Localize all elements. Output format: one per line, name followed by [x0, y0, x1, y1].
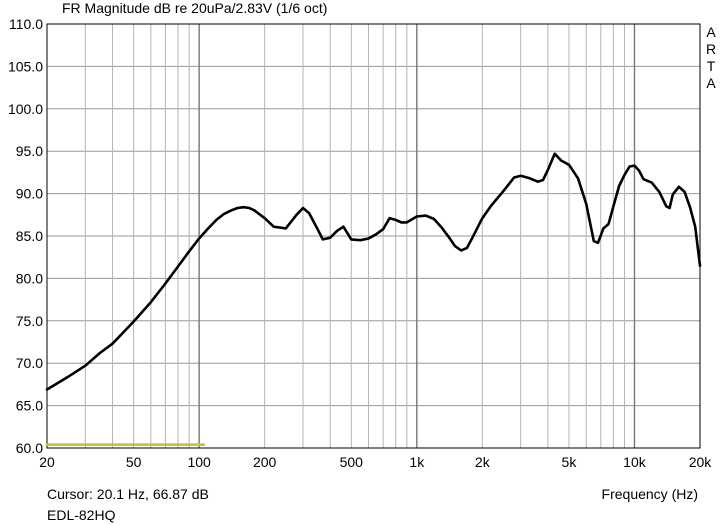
x-tick-label: 20	[39, 454, 55, 470]
cursor-readout: Cursor: 20.1 Hz, 66.87 dB	[47, 486, 209, 502]
x-tick-label: 10k	[623, 454, 647, 470]
y-tick-label: 110.0	[9, 16, 43, 32]
y-axis-ticks: 110.0 105.0 100.0 95.0 90.0 85.0 80.0 75.0 70.0 6…	[8, 16, 43, 456]
x-axis-label: Frequency (Hz)	[601, 486, 698, 502]
x-tick-label: 5k	[562, 454, 578, 470]
x-tick-label: 1k	[409, 454, 425, 470]
y-tick-label: 85.0	[16, 228, 43, 244]
x-tick-label: 500	[340, 454, 364, 470]
grid-lines	[47, 24, 700, 448]
y-tick-label: 65.0	[16, 398, 43, 414]
y-tick-label: 95.0	[16, 143, 43, 159]
y-tick-label: 60.0	[16, 440, 43, 456]
chart-title: FR Magnitude dB re 20uPa/2.83V (1/6 oct)	[62, 0, 328, 16]
y-tick-label: 90.0	[16, 186, 43, 202]
x-tick-label: 20k	[689, 454, 713, 470]
arta-letter: R	[705, 41, 717, 57]
frequency-response-line	[45, 152, 702, 391]
arta-watermark: A R T A	[704, 24, 718, 92]
arta-letter: A	[706, 75, 716, 91]
x-tick-label: 100	[187, 454, 211, 470]
x-tick-label: 200	[253, 454, 277, 470]
arta-letter: T	[706, 58, 716, 74]
x-tick-label: 50	[126, 454, 142, 470]
x-tick-label: 2k	[475, 454, 491, 470]
plot-frame	[46, 23, 701, 449]
y-tick-label: 75.0	[16, 313, 43, 329]
series-layer	[45, 152, 702, 446]
y-tick-label: 100.0	[8, 101, 43, 117]
y-tick-label: 70.0	[16, 355, 43, 371]
y-tick-label: 105.0	[8, 58, 43, 74]
arta-letter: A	[706, 24, 716, 40]
device-label: EDL-82HQ	[47, 507, 116, 523]
y-tick-label: 80.0	[16, 270, 43, 286]
x-axis-ticks: 20 50 100 200 500 1k 2k 5k 10k 20k	[39, 454, 712, 470]
